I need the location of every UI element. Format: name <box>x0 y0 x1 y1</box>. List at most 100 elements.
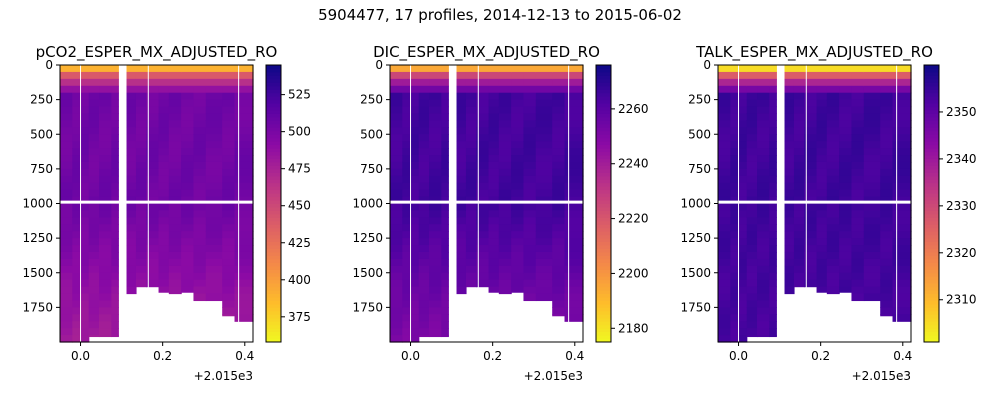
heatmap-cell <box>465 251 477 260</box>
heatmap-cell <box>839 210 853 218</box>
heatmap-cell <box>839 196 853 205</box>
heatmap-cell <box>498 155 512 163</box>
heatmap-cell <box>523 196 537 205</box>
heatmap-cell <box>793 71 805 80</box>
heatmap-cell <box>418 134 430 142</box>
colorbar-segment <box>924 293 939 298</box>
colorbar-segment <box>924 151 939 156</box>
heatmap-cell <box>80 258 90 267</box>
heatmap-cell <box>718 196 731 205</box>
heatmap-cell <box>784 196 795 205</box>
heatmap-cell <box>390 196 403 205</box>
heatmap-cell <box>804 238 818 246</box>
heatmap-cell <box>746 224 758 232</box>
heatmap-cell <box>402 113 412 121</box>
y-tick-label: 750 <box>360 162 383 176</box>
colorbar-segment <box>924 245 939 250</box>
heatmap-cell <box>757 251 770 260</box>
heatmap-cell <box>111 203 119 212</box>
heatmap-cell <box>456 272 467 281</box>
heatmap-cell <box>523 210 537 218</box>
heatmap-cell <box>99 113 112 121</box>
heatmap-cell <box>402 272 412 281</box>
heatmap-cell <box>158 251 170 260</box>
heatmap-cell <box>488 203 500 212</box>
heatmap-cell <box>718 71 731 80</box>
heatmap-cell <box>429 258 442 267</box>
heatmap-cell <box>816 231 828 239</box>
heatmap-cell <box>158 231 170 239</box>
heatmap-cell <box>418 217 430 225</box>
heatmap-cell <box>769 141 777 149</box>
heatmap-cell <box>738 279 748 288</box>
heatmap-cell <box>168 155 182 163</box>
heatmap-cell <box>757 134 770 142</box>
heatmap-cell <box>146 272 160 281</box>
heatmap-cell <box>72 224 82 232</box>
heatmap-cell <box>511 258 525 267</box>
heatmap-cell <box>88 71 100 80</box>
heatmap-cell <box>168 279 182 288</box>
heatmap-cell <box>564 224 584 232</box>
heatmap-cell <box>826 189 840 198</box>
heatmap-cell <box>390 106 403 115</box>
heatmap-cell <box>769 196 777 205</box>
heatmap-cell <box>738 113 748 121</box>
heatmap-cell <box>390 251 403 260</box>
heatmap-cell <box>730 106 740 115</box>
heatmap-cell <box>193 168 207 177</box>
heatmap-cell <box>168 272 182 281</box>
heatmap-cell <box>72 175 82 184</box>
heatmap-cell <box>564 265 584 274</box>
heatmap-cell <box>746 106 758 115</box>
heatmap-cell <box>746 231 758 239</box>
heatmap-cell <box>718 161 731 170</box>
heatmap-cell <box>410 189 420 198</box>
heatmap-cell <box>60 182 73 191</box>
colorbar-tick-label: 375 <box>288 310 311 324</box>
heatmap-cell <box>793 134 805 142</box>
heatmap-cell <box>222 231 236 239</box>
heatmap-cell <box>390 148 403 156</box>
heatmap-cell <box>465 245 477 253</box>
heatmap-cell <box>476 113 490 121</box>
heatmap-cell <box>839 148 853 156</box>
heatmap-cell <box>535 175 553 184</box>
heatmap-cell <box>146 258 160 267</box>
heatmap-cell <box>718 78 731 87</box>
heatmap-cell <box>456 99 467 108</box>
colorbar-segment <box>924 217 939 222</box>
heatmap-cell <box>441 85 449 94</box>
heatmap-cell <box>465 203 477 212</box>
heatmap-cell <box>863 251 881 260</box>
colorbar-segment <box>266 335 281 340</box>
heatmap-cell <box>564 272 584 281</box>
heatmap-cell <box>72 286 82 295</box>
heatmap-cell <box>816 65 828 73</box>
colorbar-segment <box>924 106 939 111</box>
heatmap-cell <box>784 189 795 198</box>
heatmap-cell <box>60 203 73 212</box>
heatmap-cell <box>222 293 236 302</box>
heatmap-cell <box>410 224 420 232</box>
heatmap-cell <box>390 85 403 94</box>
heatmap-cell <box>718 258 731 267</box>
heatmap-cell <box>99 134 112 142</box>
heatmap-cell <box>205 279 223 288</box>
heatmap-cell <box>498 251 512 260</box>
heatmap-cell <box>72 203 82 212</box>
heatmap-cell <box>784 78 795 87</box>
heatmap-cell <box>111 148 119 156</box>
heatmap-cell <box>111 210 119 218</box>
heatmap-cell <box>456 127 467 135</box>
heatmap-cell <box>793 148 805 156</box>
colorbar-segment <box>596 335 611 340</box>
heatmap-cell <box>168 148 182 156</box>
heatmap-cell <box>498 106 512 115</box>
colorbar-segment <box>924 116 939 121</box>
heatmap-cell <box>892 231 912 239</box>
heatmap-cell <box>476 245 490 253</box>
heatmap-cell <box>863 92 881 101</box>
heatmap-cell <box>88 161 100 170</box>
